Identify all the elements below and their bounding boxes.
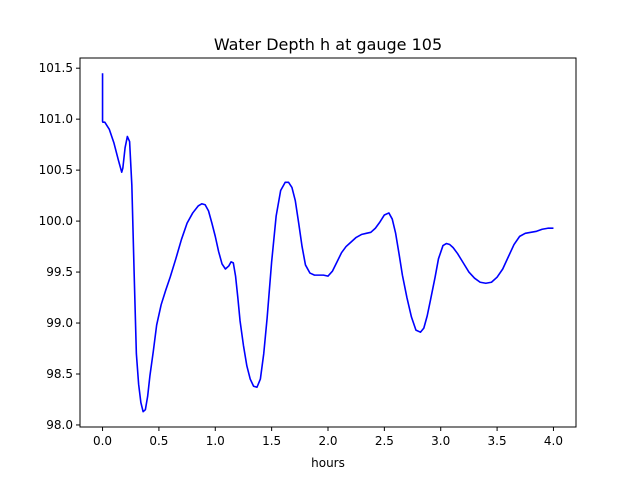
x-axis-label: hours [311, 456, 345, 470]
y-axis-ticks: 98.0 98.5 99.0 99.5 100.0 100.5 101.0 101.5 [39, 61, 80, 432]
x-tick-label: 2.5 [375, 434, 394, 448]
x-axis-ticks: 0.0 0.5 1.0 1.5 2.0 2.5 3.0 3.5 4.0 [93, 427, 563, 448]
y-tick-label: 100.0 [39, 214, 73, 228]
x-tick-label: 0.5 [149, 434, 168, 448]
y-tick-label: 101.0 [39, 112, 73, 126]
x-tick-label: 3.0 [431, 434, 450, 448]
x-tick-label: 1.0 [206, 434, 225, 448]
y-tick-label: 98.5 [46, 367, 73, 381]
x-tick-label: 4.0 [544, 434, 563, 448]
series-line-0 [101, 73, 554, 413]
y-tick-label: 99.5 [46, 265, 73, 279]
y-tick-label: 99.0 [46, 316, 73, 330]
y-tick-label: 101.5 [39, 61, 73, 75]
y-tick-label: 98.0 [46, 418, 73, 432]
x-tick-label: 1.5 [262, 434, 281, 448]
chart-title: Water Depth h at gauge 105 [214, 35, 442, 54]
plot-frame [79, 57, 577, 428]
series-layer [101, 73, 554, 413]
x-tick-label: 0.0 [93, 434, 112, 448]
y-tick-label: 100.5 [39, 163, 73, 177]
x-tick-label: 3.5 [488, 434, 507, 448]
x-tick-label: 2.0 [318, 434, 337, 448]
